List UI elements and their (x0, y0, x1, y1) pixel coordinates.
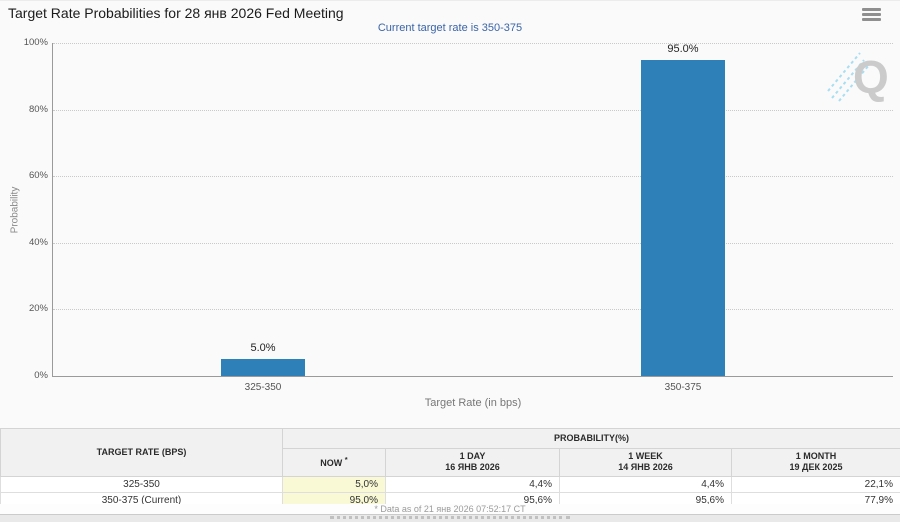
x-axis-tick-label: 325-350 (244, 382, 282, 393)
watermark-letter: Q (853, 51, 889, 102)
x-axis-tick-label: 350-375 (664, 382, 702, 393)
y-axis-tick-label: 80% (28, 103, 48, 115)
gridline (53, 176, 893, 178)
month-cell: 22,1% (731, 475, 900, 493)
y-axis-tick-label: 20% (28, 303, 48, 315)
day-cell: 4,4% (385, 475, 560, 493)
probability-table: TARGET RATE (BPS) PROBABILITY(%) NOW * 1… (0, 428, 900, 509)
y-axis-tick-label: 100% (23, 37, 48, 48)
col-header-1-day: 1 DAY 16 ЯНВ 2026 (385, 448, 560, 477)
now-asterisk: * (344, 455, 348, 465)
gridline (53, 309, 893, 311)
hamburger-menu-icon (862, 8, 881, 21)
col-header-target-rate: TARGET RATE (BPS) (0, 428, 283, 477)
bar-value-label: 95.0% (667, 42, 699, 55)
gridline (53, 43, 893, 44)
plot-area: Probability Target Rate (in bps) Q 0% 20%… (10, 37, 893, 409)
scrollbar-thumb[interactable] (330, 516, 570, 521)
y-axis-title: Probability (9, 186, 21, 233)
col-group-header-probability: PROBABILITY(%) (282, 428, 900, 449)
now-cell: 5,0% (282, 475, 386, 493)
col-header-1-month: 1 MONTH 19 ДЕК 2025 (731, 448, 900, 477)
chart-menu-button[interactable] (862, 8, 881, 22)
gridline (53, 109, 893, 111)
page-title: Target Rate Probabilities for 28 янв 202… (8, 5, 344, 21)
bar-value-label: 5.0% (250, 342, 276, 355)
data-as-of-note: * Data as of 21 янв 2026 07:52:17 CT (0, 504, 900, 515)
y-axis-tick-label: 40% (28, 236, 48, 248)
gridline (53, 242, 893, 244)
col-header-now: NOW * (282, 448, 386, 477)
bar-325-350 (221, 359, 305, 376)
bar-350-375 (641, 59, 725, 376)
x-axis-title: Target Rate (in bps) (424, 397, 522, 409)
current-target-rate-subtitle: Current target rate is 350-375 (377, 22, 523, 34)
quikstrike-watermark-icon: Q (827, 46, 891, 107)
rate-cell: 325-350 (0, 475, 283, 493)
table-row: 325-350 5,0% 4,4% 4,4% 22,1% (0, 475, 900, 493)
week-cell: 4,4% (559, 475, 732, 493)
y-axis-tick-label: 60% (28, 170, 48, 182)
col-header-1-week: 1 WEEK 14 ЯНВ 2026 (559, 448, 732, 477)
y-axis-tick-label: 0% (34, 370, 48, 381)
